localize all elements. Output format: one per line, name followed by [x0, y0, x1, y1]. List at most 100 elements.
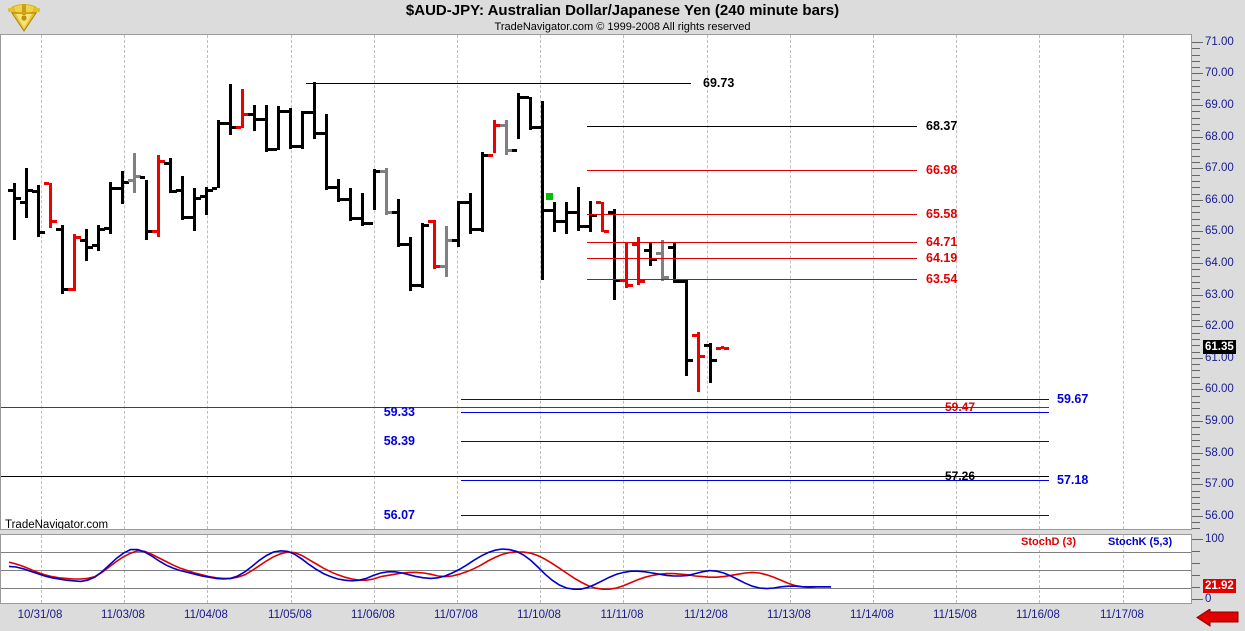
price-axis-label: 56.00: [1205, 509, 1234, 522]
bar-open-tick: [248, 112, 253, 116]
bar-open-tick: [176, 188, 181, 192]
stoch-series-k: [8, 548, 831, 591]
price-tick: [1192, 199, 1203, 201]
stoch-k-legend: StochK (5,3): [1108, 536, 1173, 548]
level-57-26-line: [1, 475, 1049, 477]
bar-range: [493, 120, 496, 154]
price-axis-label: 69.00: [1205, 99, 1234, 112]
price-minor-tick: [1192, 206, 1200, 208]
price-tick: [1192, 484, 1203, 486]
bar-open-tick: [8, 188, 13, 192]
price-tick: [1192, 326, 1203, 328]
bar-open-tick: [692, 334, 697, 338]
price-minor-tick: [1192, 244, 1200, 246]
price-axis-label: 62.00: [1205, 320, 1234, 333]
bar-close-tick: [460, 201, 465, 205]
time-axis-label: 11/12/08: [684, 609, 728, 621]
stochastic-axis[interactable]: 100 0 21.92: [1192, 533, 1245, 605]
time-axis[interactable]: 10/31/08 11/03/08 11/04/08 11/05/08 11/06/08…: [0, 604, 1245, 631]
bar-open-tick: [416, 283, 421, 287]
date-gridline: [374, 535, 375, 603]
price-plot-area[interactable]: 69.73 68.37 66.98 65.58 64.71 64.19 63.54 59.67…: [1, 35, 1191, 529]
bar-open-tick: [332, 185, 337, 189]
date-gridline: [790, 535, 791, 603]
bar-open-tick: [68, 288, 73, 292]
bar-open-tick: [500, 124, 505, 128]
scroll-right-arrow-icon[interactable]: [1196, 609, 1240, 627]
price-minor-tick: [1192, 477, 1200, 479]
bar-open-tick: [380, 169, 385, 173]
price-axis-label: 66.00: [1205, 193, 1234, 206]
price-tick: [1192, 421, 1203, 422]
bar-close-tick: [556, 220, 561, 224]
date-gridline: [457, 35, 458, 529]
time-axis-label: 11/15/08: [933, 609, 977, 621]
price-minor-tick: [1192, 376, 1200, 378]
stochastic-panel[interactable]: StochD (3) StochK (5,3): [0, 534, 1192, 604]
price-minor-tick: [1192, 218, 1200, 220]
stoch-tick: [1192, 599, 1203, 600]
price-minor-tick: [1192, 427, 1200, 429]
bar-close-tick: [88, 245, 93, 249]
bar-close-tick: [472, 228, 477, 232]
entry-marker: [546, 193, 553, 201]
price-axis-label: 61.00: [1205, 351, 1234, 364]
time-axis-label: 11/11/08: [600, 609, 644, 621]
bar-open-tick: [548, 209, 553, 213]
price-minor-tick: [1192, 471, 1200, 473]
bar-close-tick: [676, 280, 681, 284]
price-minor-tick: [1192, 180, 1200, 182]
bar-open-tick: [560, 220, 565, 224]
price-tick: [1192, 263, 1203, 265]
date-gridline: [873, 35, 874, 529]
bar-open-tick: [212, 187, 217, 191]
bar-open-tick: [116, 187, 121, 191]
bar-open-tick: [608, 210, 613, 214]
bar-open-tick: [596, 201, 601, 205]
level-69-73-line: [306, 83, 691, 85]
stoch-minor-tick: [1192, 587, 1200, 588]
bar-close-tick: [352, 217, 357, 221]
price-minor-tick: [1192, 490, 1200, 492]
price-axis[interactable]: 71.00 70.00 69.00 68.00 67.00 66.00 65.00 64.00…: [1192, 34, 1245, 530]
bar-close-tick: [448, 239, 453, 243]
level-63-54-label: 63.54: [926, 271, 958, 286]
price-minor-tick: [1192, 395, 1200, 397]
bar-range: [265, 104, 268, 152]
bar-open-tick: [644, 248, 649, 252]
bar-range: [373, 169, 376, 211]
bar-open-tick: [440, 264, 445, 268]
bar-close-tick: [652, 258, 657, 262]
price-minor-tick: [1192, 313, 1200, 315]
level-59-47-line: [1, 407, 1049, 409]
level-57-18-label: 57.18: [1057, 472, 1089, 487]
bar-open-tick: [464, 201, 469, 205]
bar-close-tick: [688, 359, 693, 363]
price-chart-panel[interactable]: 69.73 68.37 66.98 65.58 64.71 64.19 63.54 59.67…: [0, 34, 1192, 530]
bar-close-tick: [196, 196, 201, 200]
price-minor-tick: [1192, 446, 1200, 448]
bar-range: [361, 192, 364, 227]
level-64-71-label: 64.71: [926, 234, 958, 249]
price-minor-tick: [1192, 522, 1200, 524]
price-minor-tick: [1192, 250, 1200, 252]
bar-open-tick: [716, 346, 721, 350]
bar-close-tick: [100, 228, 105, 232]
bar-range: [277, 106, 280, 151]
bar-range: [709, 343, 712, 383]
date-gridline: [457, 535, 458, 603]
price-tick: [1192, 231, 1203, 233]
date-gridline: [1123, 35, 1124, 529]
bar-range: [625, 241, 628, 288]
bar-open-tick: [656, 251, 661, 255]
bar-close-tick: [724, 346, 729, 350]
stochastic-plot-area[interactable]: StochD (3) StochK (5,3): [1, 535, 1191, 603]
bar-open-tick: [32, 190, 37, 194]
price-axis-label: 68.00: [1205, 130, 1234, 143]
bar-range: [349, 188, 352, 222]
level-63-54-line: [587, 278, 917, 280]
bar-open-tick: [524, 95, 529, 99]
bar-range: [37, 185, 40, 238]
page-title: $AUD-JPY: Australian Dollar/Japanese Yen…: [405, 2, 840, 19]
level-57-18-line: [461, 479, 1049, 481]
